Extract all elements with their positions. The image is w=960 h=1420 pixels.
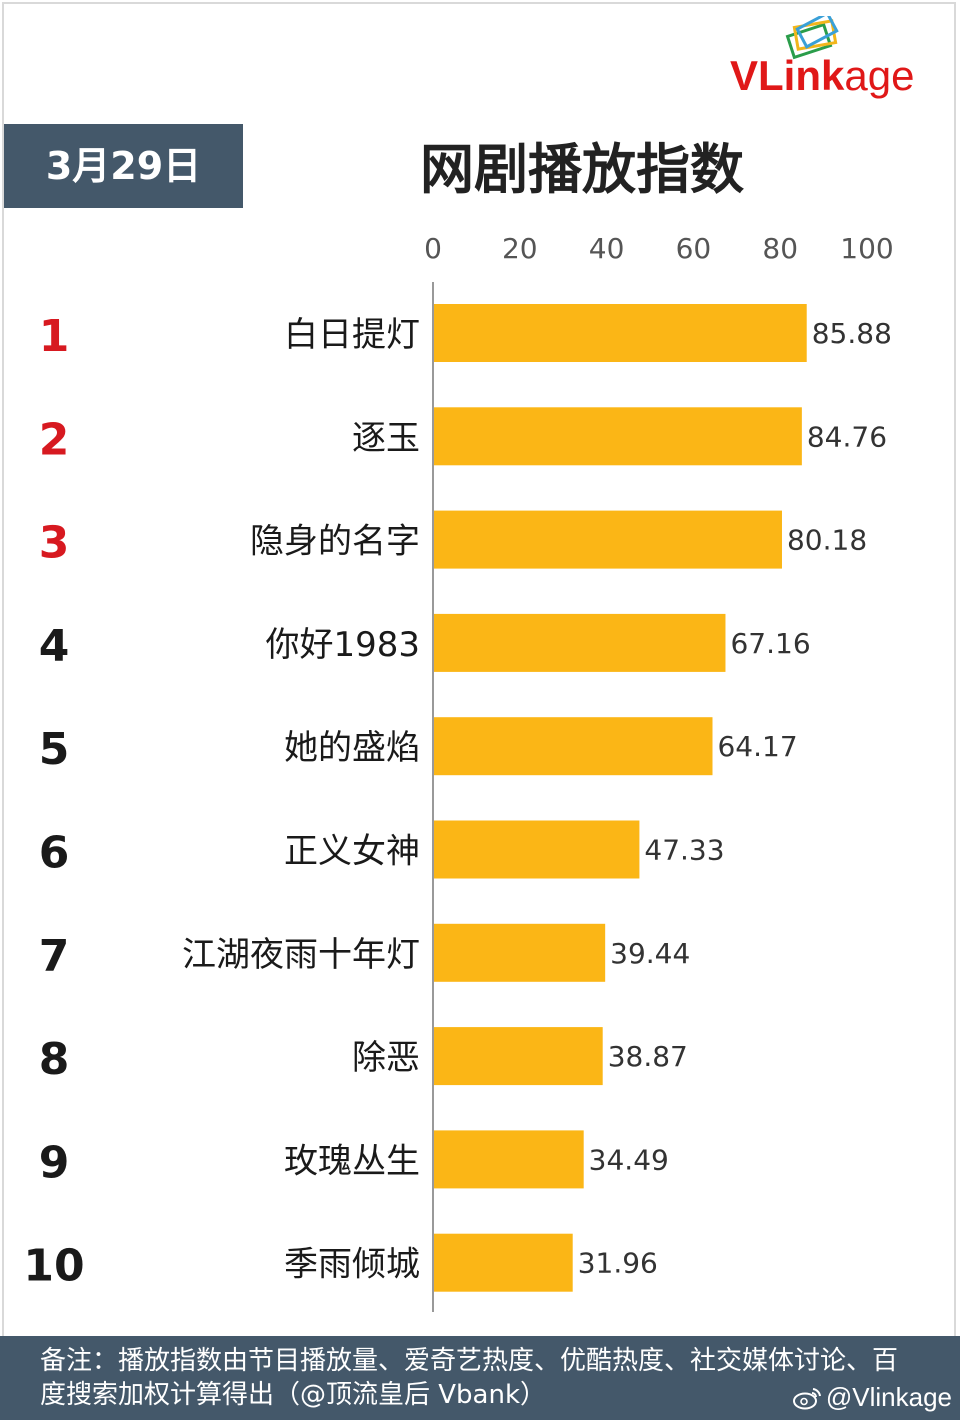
bar-value-label: 38.87 — [608, 1040, 688, 1073]
chart-title: 网剧播放指数 — [420, 138, 744, 201]
category-label: 逐玉 — [352, 418, 420, 458]
logo-brand-tail: age — [844, 52, 915, 99]
x-tick-label: 80 — [762, 232, 798, 265]
bar — [434, 1233, 573, 1292]
rank-label: 6 — [39, 828, 70, 879]
watermark-text: @Vlinkage — [825, 1382, 952, 1412]
bar — [434, 407, 802, 466]
bar-value-label: 39.44 — [610, 937, 690, 970]
bar-chart: 0 20 40 60 80 100 85.88 白日提灯 1 84.76 逐玉 2 80.18 隐身的名字… — [23, 232, 894, 1312]
bar-value-label: 47.33 — [644, 834, 724, 867]
rank-label: 8 — [39, 1034, 70, 1085]
rank-label: 7 — [39, 931, 70, 982]
logo-brand-main: VLink — [730, 52, 845, 99]
rank-label: 1 — [39, 311, 70, 362]
bar — [434, 510, 782, 569]
x-tick-label: 60 — [676, 232, 712, 265]
bar — [434, 820, 640, 879]
bar-value-label: 85.88 — [812, 317, 892, 350]
vlinkage-logo-icon — [785, 16, 839, 60]
category-label: 你好1983 — [265, 625, 420, 665]
date-badge: 3月29日 — [4, 124, 243, 208]
category-label: 玫瑰丛生 — [284, 1141, 420, 1181]
bar — [434, 304, 807, 362]
bar-value-label: 64.17 — [717, 730, 797, 763]
x-tick-label: 100 — [840, 232, 893, 265]
rank-label: 4 — [39, 621, 70, 672]
rank-label: 10 — [23, 1241, 84, 1292]
bar-value-label: 84.76 — [807, 420, 887, 453]
category-label: 除恶 — [352, 1038, 420, 1078]
category-label: 江湖夜雨十年灯 — [182, 935, 420, 975]
rank-label: 2 — [39, 414, 70, 465]
weibo-icon — [792, 1388, 821, 1410]
bar-value-label: 34.49 — [589, 1143, 669, 1176]
x-tick-label: 40 — [589, 232, 625, 265]
watermark: @Vlinkage — [792, 1380, 952, 1414]
rank-label: 3 — [39, 518, 70, 569]
category-label: 她的盛焰 — [284, 728, 420, 768]
bar — [434, 923, 606, 982]
category-label: 隐身的名字 — [250, 522, 420, 562]
category-label: 白日提灯 — [284, 315, 420, 355]
category-label: 正义女神 — [284, 832, 420, 872]
category-label: 季雨倾城 — [284, 1245, 420, 1285]
bar-value-label: 67.16 — [730, 627, 810, 660]
bar — [434, 717, 713, 776]
vlinkage-logo-text: VLinkage — [730, 52, 952, 100]
rank-label: 5 — [39, 724, 70, 775]
bar — [434, 613, 726, 672]
x-tick-label: 0 — [424, 232, 442, 265]
footer-banner: 备注：播放指数由节目播放量、爱奇艺热度、优酷热度、社交媒体讨论、百度搜索加权计算… — [0, 1336, 960, 1420]
bar — [434, 1027, 603, 1086]
footer-note: 备注：播放指数由节目播放量、爱奇艺热度、优酷热度、社交媒体讨论、百度搜索加权计算… — [40, 1346, 899, 1410]
x-tick-label: 20 — [502, 232, 538, 265]
rank-label: 9 — [39, 1137, 70, 1188]
bar — [434, 1130, 584, 1189]
vlinkage-logo: VLinkage — [730, 16, 952, 104]
bar-value-label: 80.18 — [787, 524, 867, 557]
bar-value-label: 31.96 — [578, 1247, 658, 1280]
